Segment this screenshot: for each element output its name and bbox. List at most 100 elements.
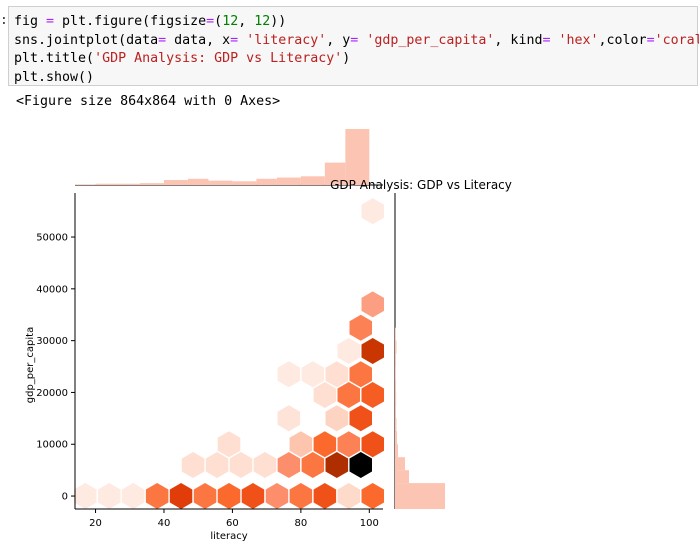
code-token: = xyxy=(542,32,551,48)
marginal-x-bar xyxy=(140,183,164,185)
code-editor[interactable]: fig = plt.figure(figsize=(12, 12)) sns.j… xyxy=(14,13,699,87)
hexbin-cell xyxy=(349,361,372,388)
code-line: plt.title('GDP Analysis: GDP vs Literacy… xyxy=(14,51,350,66)
marginal-y-bar xyxy=(395,418,397,432)
marginal-y-bar xyxy=(395,431,397,445)
hexbin-cell xyxy=(313,382,337,408)
hexbin-cell xyxy=(277,361,301,388)
marginal-x-bar xyxy=(95,183,120,185)
hexbin-cell xyxy=(361,431,384,458)
hexbin-cell xyxy=(241,483,265,509)
code-line: fig = plt.figure(figsize=(12, 12)) xyxy=(14,14,286,29)
marginal-x-bar xyxy=(324,162,346,185)
cell-prompt: : xyxy=(0,13,8,28)
y-tick-label: 50000 xyxy=(36,233,68,244)
marginal-x-bar xyxy=(163,180,188,185)
code-token: = xyxy=(158,32,167,48)
hexbin-cell xyxy=(193,483,217,509)
marginal-x-histogram xyxy=(75,129,383,186)
code-token: ( xyxy=(214,14,223,29)
code-token: fig xyxy=(14,14,47,29)
code-token: plt.figure(figsize xyxy=(54,14,207,29)
y-tick-label: 0 xyxy=(62,492,68,503)
hexbin-cell xyxy=(361,198,384,225)
hexbin-cell xyxy=(121,483,145,509)
code-token: , y xyxy=(326,32,351,48)
marginal-y-bar xyxy=(395,327,396,341)
code-token: ,color xyxy=(598,32,647,48)
code-line: plt.show() xyxy=(14,70,94,85)
hexbin-cell xyxy=(325,361,349,388)
marginal-x-bar xyxy=(276,177,301,185)
chart-title: GDP Analysis: GDP vs Literacy xyxy=(330,178,512,192)
marginal-x-bar xyxy=(232,181,257,185)
x-tick-label: 100 xyxy=(360,518,379,529)
hexbin-cell xyxy=(325,452,349,478)
marginal-x-bar xyxy=(256,178,277,185)
hexbin-cell xyxy=(169,483,193,509)
hexbin-cell xyxy=(349,314,372,341)
code-token: sns.jointplot(data xyxy=(14,32,159,48)
marginal-x-bar xyxy=(75,184,96,185)
hexbin-cell xyxy=(277,452,301,478)
code-token: 12 xyxy=(222,14,239,29)
marginal-x-bar xyxy=(119,183,141,185)
hexbin-cell xyxy=(265,483,289,509)
code-token: = xyxy=(46,14,55,29)
hexbin-cell xyxy=(289,431,313,458)
code-token xyxy=(238,33,246,48)
hexbin-cell xyxy=(361,382,384,408)
marginal-x-bar xyxy=(187,178,209,185)
marginal-y-bar xyxy=(395,366,396,380)
code-token: 12 xyxy=(254,14,271,29)
code-cell[interactable] xyxy=(8,6,698,86)
hexbin-cell xyxy=(229,452,253,478)
marginal-x-bar xyxy=(208,180,233,185)
hexbin-cell xyxy=(313,431,337,458)
code-token xyxy=(550,33,558,48)
hexbin-cell xyxy=(337,483,360,509)
code-token: data, x xyxy=(166,32,231,48)
hexbin-cell xyxy=(217,483,241,509)
marginal-y-bar xyxy=(395,353,396,367)
marginal-y-bar xyxy=(395,392,397,406)
code-token: , kind xyxy=(494,32,543,48)
hexbin-cell xyxy=(325,405,349,432)
hexbin-cell xyxy=(361,338,384,364)
x-tick-label: 80 xyxy=(294,518,307,529)
x-axis-label: literacy xyxy=(210,531,247,542)
marginal-y-bar xyxy=(395,470,409,484)
marginal-y-bar xyxy=(395,444,398,458)
hexbin-cell xyxy=(181,452,205,478)
code-token: 'gdp_per_capita' xyxy=(366,32,495,48)
hexbin-cell xyxy=(301,452,325,478)
x-tick-label: 40 xyxy=(158,518,171,529)
hexbin-cell xyxy=(205,452,229,478)
y-tick-label: 40000 xyxy=(36,284,68,295)
jointplot-figure: 20 40 60 80 100 0 10000 20000 30000 40000 50000 GD… xyxy=(25,129,512,542)
marginal-y-histogram xyxy=(394,193,445,509)
y-axis-label: gdp_per_capita xyxy=(25,327,36,403)
code-token: plt.title( xyxy=(14,51,95,66)
marginal-y-bar xyxy=(395,379,396,393)
hexbin-cell xyxy=(337,338,360,364)
code-token: plt.show() xyxy=(14,69,95,85)
hexbin-cell xyxy=(301,361,325,388)
code-line: sns.jointplot(data= data, x= 'literacy',… xyxy=(14,33,699,48)
x-tick-label: 60 xyxy=(226,518,239,529)
hexbin-cell xyxy=(349,405,372,432)
code-token: )) xyxy=(270,14,287,29)
y-tick-label: 20000 xyxy=(36,388,68,399)
hexbin-cell xyxy=(337,431,360,458)
code-token: , xyxy=(238,14,255,29)
code-token: = xyxy=(646,32,655,48)
code-token: = xyxy=(230,32,239,48)
hexbin-cell xyxy=(361,291,384,318)
code-token: 'hex' xyxy=(558,32,599,48)
marginal-y-bar xyxy=(395,483,445,509)
figure-size-output: <Figure size 864x864 with 0 Axes> xyxy=(16,94,281,109)
hexbin-cell xyxy=(289,483,313,509)
marginal-y-bar xyxy=(395,405,396,419)
hexbin-cell xyxy=(145,483,169,509)
hexbin-cell xyxy=(313,483,337,509)
